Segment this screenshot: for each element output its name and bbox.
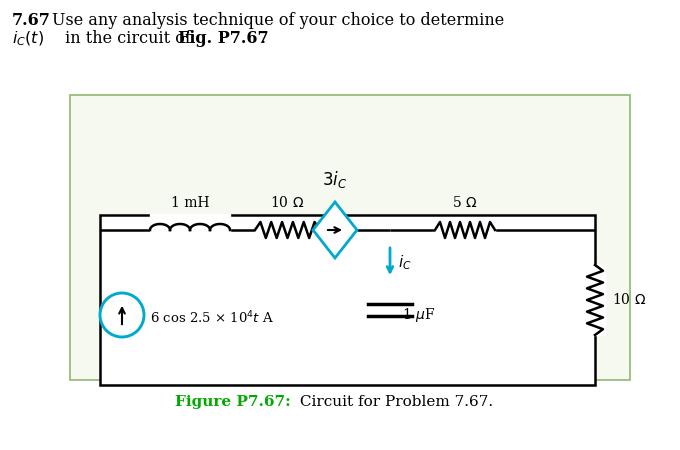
Text: $3i_C$: $3i_C$ bbox=[322, 169, 347, 190]
Text: .: . bbox=[260, 30, 265, 47]
Text: 6 cos 2.5 × 10$^4$$t$ A: 6 cos 2.5 × 10$^4$$t$ A bbox=[150, 310, 274, 326]
Bar bbox=[70, 95, 630, 380]
Text: 1 mH: 1 mH bbox=[171, 196, 209, 210]
Bar bbox=[100, 215, 595, 385]
Text: $i_C$: $i_C$ bbox=[398, 254, 411, 272]
Text: 5 $\Omega$: 5 $\Omega$ bbox=[452, 195, 477, 210]
Text: 10 $\Omega$: 10 $\Omega$ bbox=[612, 292, 646, 307]
Text: Figure P7.67:: Figure P7.67: bbox=[175, 395, 291, 409]
Text: 10 $\Omega$: 10 $\Omega$ bbox=[270, 195, 304, 210]
Text: Circuit for Problem 7.67.: Circuit for Problem 7.67. bbox=[295, 395, 493, 409]
Circle shape bbox=[100, 293, 144, 337]
Polygon shape bbox=[313, 202, 357, 258]
Text: Fig. P7.67: Fig. P7.67 bbox=[178, 30, 269, 47]
Text: 1 $\mu$F: 1 $\mu$F bbox=[402, 306, 435, 324]
Text: $i_C(t)$: $i_C(t)$ bbox=[12, 30, 44, 49]
Text: in the circuit of: in the circuit of bbox=[60, 30, 196, 47]
Text: 7.67: 7.67 bbox=[12, 12, 51, 29]
Text: Use any analysis technique of your choice to determine: Use any analysis technique of your choic… bbox=[52, 12, 505, 29]
